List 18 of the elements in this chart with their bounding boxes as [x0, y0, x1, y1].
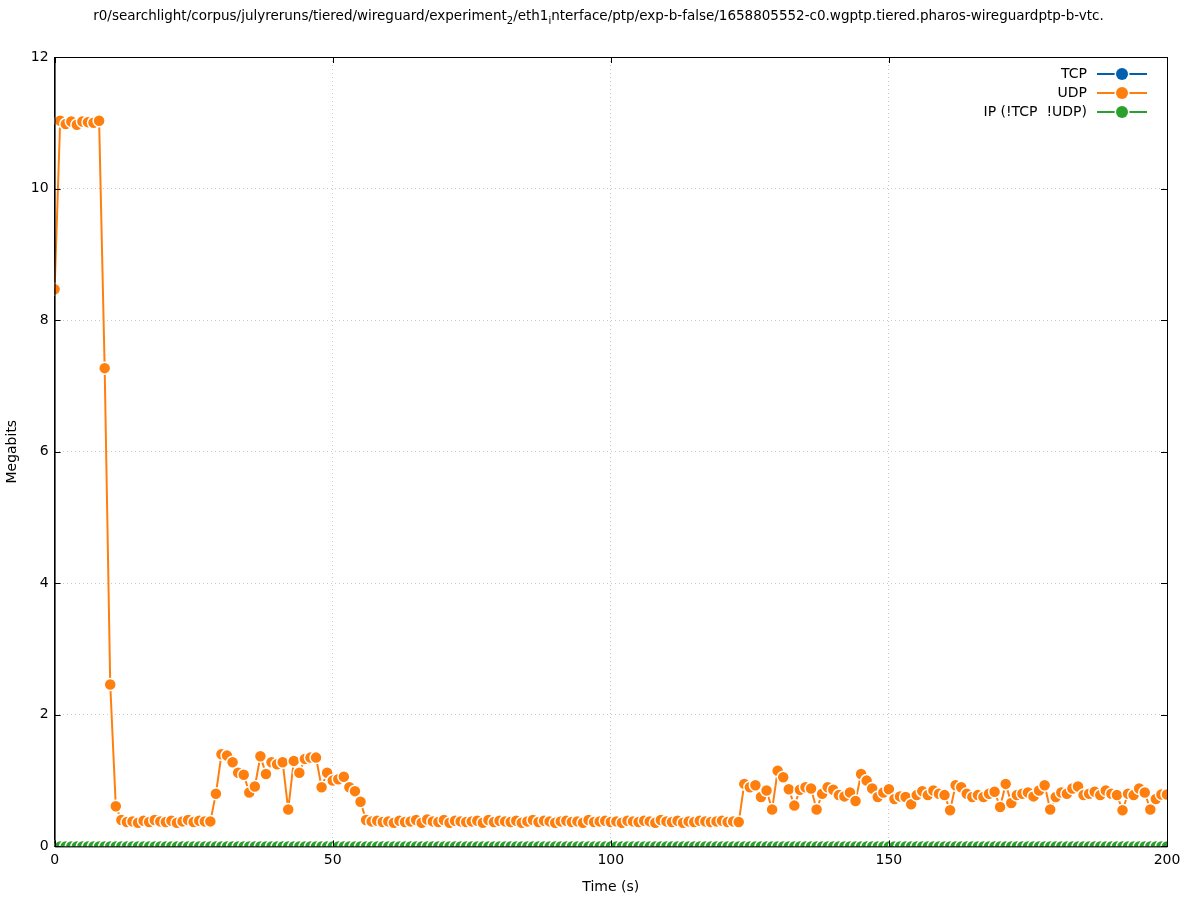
y-tick-label: 2 [39, 705, 49, 722]
y-tick-label: 10 [30, 179, 49, 196]
legend-label: UDP [1057, 83, 1087, 100]
y-axis-title: Megabits [3, 419, 20, 484]
x-tick-label: 100 [597, 851, 625, 868]
chart-title: r0/searchlight/corpus/julyreruns/tiered/wireguard/experiment$_{2}$/eth1$_{i}$nterface/ptp/exp-b-false/1658805552-c0.wgptp.tiered.pharos-wireguardptp-b-vtc. [92, 6, 1105, 28]
legend-label: IP (!TCP !UDP) [983, 102, 1087, 119]
x-tick-label: 0 [50, 851, 60, 868]
y-tick-label: 8 [39, 310, 49, 327]
y-tick-label: 12 [30, 47, 49, 64]
y-tick-label: 0 [39, 837, 49, 854]
x-tick-label: 50 [323, 851, 342, 868]
x-axis-title: Time (s) [581, 878, 640, 895]
x-tick-label: 150 [875, 851, 903, 868]
y-tick-label: 6 [39, 442, 49, 459]
x-tick-label: 200 [1153, 851, 1181, 868]
legend-label: TCP [1060, 64, 1087, 81]
y-tick-label: 4 [39, 573, 49, 590]
